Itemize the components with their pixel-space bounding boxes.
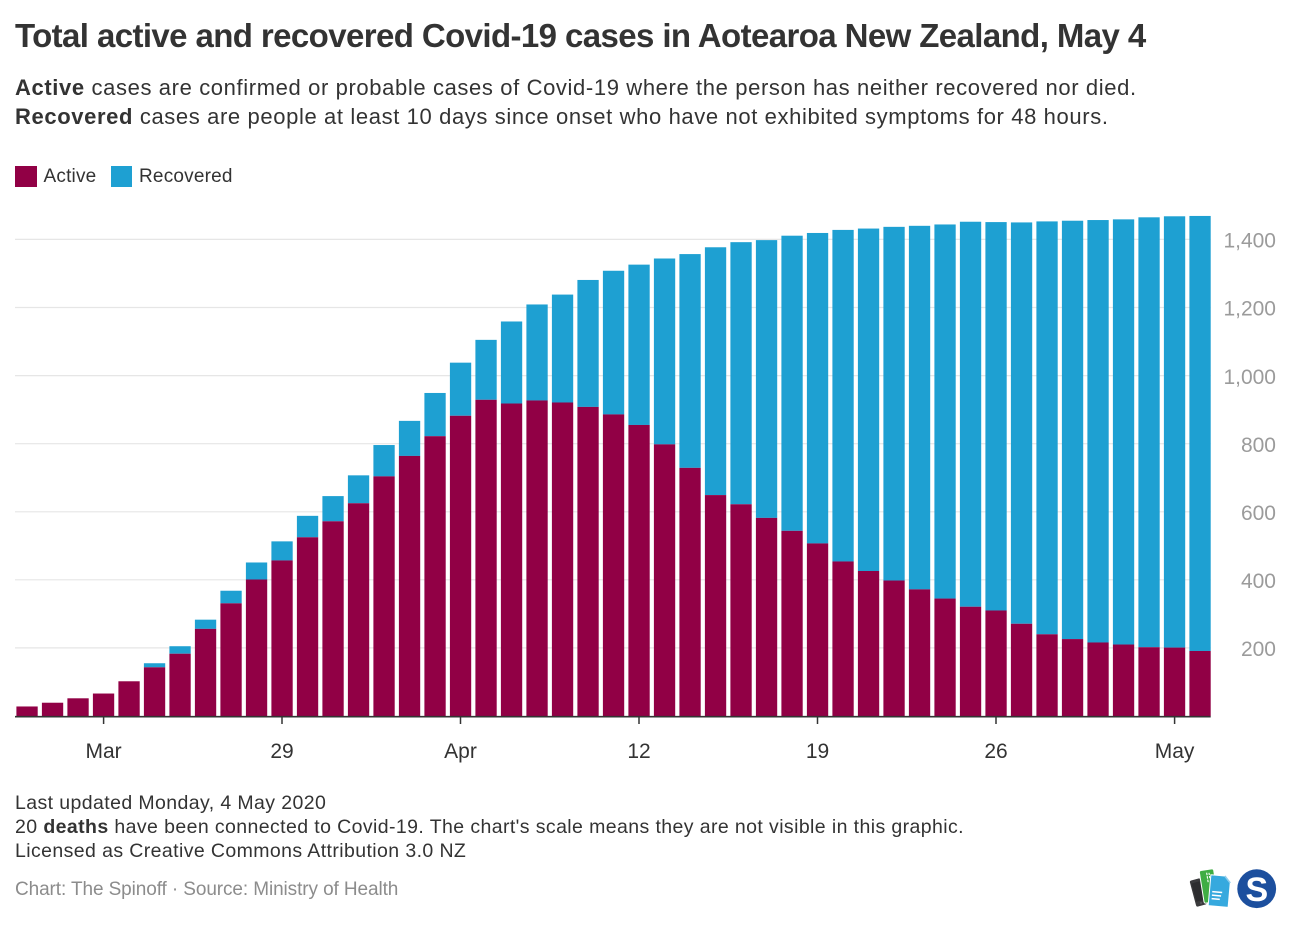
svg-text:Apr: Apr — [444, 740, 477, 763]
svg-text:May: May — [1155, 740, 1195, 763]
svg-text:400: 400 — [1241, 570, 1276, 593]
svg-text:Mar: Mar — [86, 740, 122, 763]
svg-text:S: S — [1246, 871, 1269, 909]
svg-text:600: 600 — [1241, 502, 1276, 525]
svg-text:1,200: 1,200 — [1223, 298, 1276, 321]
svg-text:1,400: 1,400 — [1223, 230, 1276, 253]
svg-text:29: 29 — [270, 740, 293, 763]
svg-text:19: 19 — [806, 740, 829, 763]
svg-text:26: 26 — [984, 740, 1007, 763]
svg-text:800: 800 — [1241, 434, 1276, 457]
svg-text:1,000: 1,000 — [1223, 366, 1276, 389]
svg-text:12: 12 — [627, 740, 650, 763]
svg-text:200: 200 — [1241, 638, 1276, 661]
